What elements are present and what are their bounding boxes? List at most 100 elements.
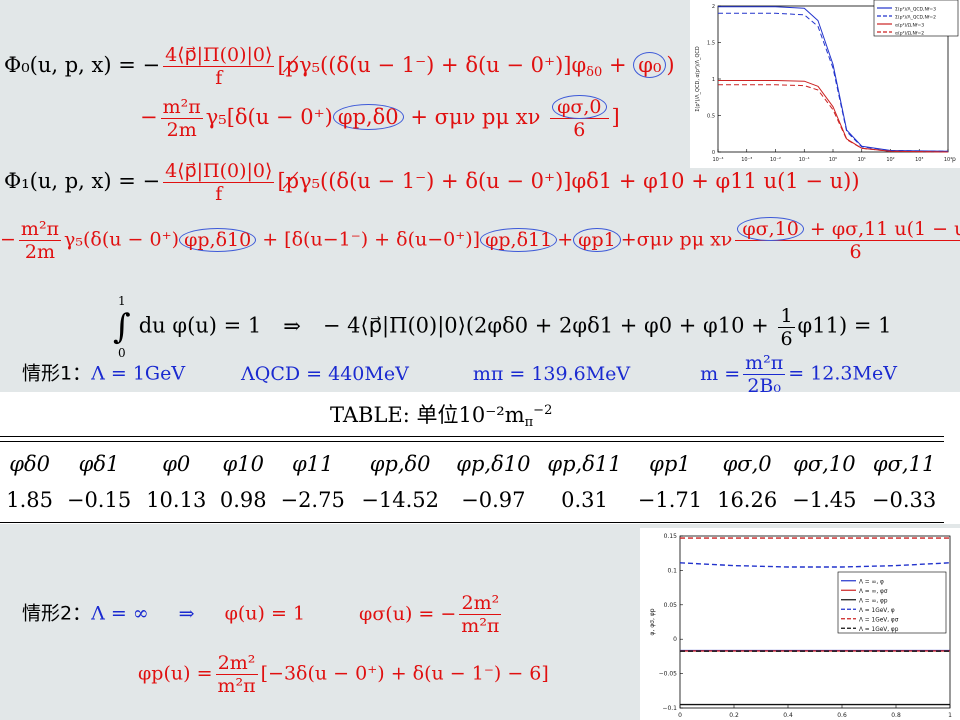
- table-value-cell: −14.52: [361, 488, 439, 512]
- distribution-amplitudes-chart: 0 0.2 0.4 0.6 0.8 1 −0.1 −0.05 0 0.05 0.1 0.15 φ, φσ…: [640, 528, 960, 720]
- table-top-rule-2: [0, 441, 944, 442]
- y-tick-label: 0.5: [707, 114, 715, 120]
- y-tick-label: −0.1: [662, 705, 677, 712]
- legend-box: [873, 0, 959, 37]
- case2-phi-sigma-num: 2m²: [459, 592, 502, 615]
- table-header-cell: φδ1: [78, 452, 120, 476]
- table-top-rule-1: [0, 436, 944, 437]
- legend-entry: Σ(p²)/Λ_QCD,Nf=2: [895, 15, 936, 21]
- case1-m-frac-num: m²π: [743, 352, 786, 375]
- phi1-l2-frac2-rest: + φσ,11 u(1 − u): [803, 218, 960, 240]
- series-line: [718, 12, 949, 152]
- table-value-cell: −1.71: [637, 488, 703, 512]
- case1-label: 情形1：: [22, 362, 92, 385]
- x-tick-label: 10⁻³: [741, 157, 752, 163]
- phi0-equation-line1: Φ₀(u, p, x) = −4⟨p⃗|Π(0)|0⟩ f [p̸γ₅((δ(u −…: [4, 44, 675, 89]
- table-value-cell: 1.85: [6, 488, 53, 512]
- table-value-cell: −0.15: [66, 488, 132, 512]
- phi0-plus: +: [602, 53, 634, 77]
- integral-sign: ∫: [113, 307, 131, 347]
- phi0-body-sub: δ0: [586, 65, 603, 80]
- normalization-rhs-end: φ11) = 1: [797, 313, 892, 338]
- table-value-cell: 0.98: [219, 488, 267, 512]
- legend-entry: Λ = 1GeV, φp: [859, 627, 899, 633]
- legend-entry: Λ = ∞, φp: [859, 598, 888, 604]
- table-header-cell: φσ,0: [722, 452, 772, 476]
- table-value-cell: 0.31: [561, 488, 608, 512]
- table-header-cell: φδ0: [9, 452, 50, 476]
- integral-lower: 0: [118, 346, 126, 360]
- x-tick-label: 10¹: [858, 157, 866, 163]
- x-tick-label: 0.6: [837, 712, 847, 719]
- x-tick-label: 10⁰: [829, 157, 837, 163]
- y-tick-label: 0: [712, 150, 715, 156]
- phi0-close: ): [666, 53, 675, 77]
- phi1-l2-frac-num: m²π: [18, 218, 62, 241]
- x-axis-label: p: [952, 156, 956, 163]
- phi0-l2-frac2-den: 6: [573, 119, 586, 141]
- y-tick-label: 0.05: [664, 602, 678, 609]
- legend-entry: α(p²)/Ω,Nf=3: [895, 23, 924, 29]
- legend-entry: Λ = 1GeV, φ: [859, 608, 895, 614]
- table-value-cell: −0.97: [461, 488, 526, 512]
- phi1-body: [p̸γ₅((δ(u − 1⁻) + δ(u − 0⁺)]φδ1 + φ10 +…: [277, 169, 860, 193]
- phi0-body: [p̸γ₅((δ(u − 1⁻) + δ(u − 0⁺)]φ: [277, 53, 587, 77]
- phi0-l2-mid: + σμν pμ xν: [403, 105, 548, 129]
- circled-phi0: φ₀: [633, 52, 667, 78]
- phi0-l2-frac-den: 2m: [166, 119, 197, 141]
- values-table: φδ0 φδ1 φ0 φ10 φ11 φp,δ0 φp,δ10 φp,δ11 φp1 φσ,0 φσ…: [0, 446, 944, 518]
- table-value-cell: 16.26: [717, 488, 778, 512]
- phi1-frac-den: f: [215, 183, 223, 205]
- x-tick-label: 0.4: [783, 712, 793, 719]
- circled-phi-p-delta10: φp,δ10: [179, 227, 257, 252]
- case2-implies: ⇒: [178, 602, 195, 625]
- x-tick-label: 10³: [915, 157, 923, 163]
- phi1-l2-frac2-den: 6: [849, 241, 862, 263]
- table-value-cell: −1.45: [792, 488, 857, 512]
- phi1-lhs: Φ₁(u, p, x) = −: [4, 169, 161, 193]
- table-header-cell: φσ,10: [793, 452, 856, 476]
- phi0-l2-minus: −: [140, 105, 158, 129]
- phi0-frac-den: f: [215, 67, 223, 89]
- table-value-cell: −2.75: [280, 488, 345, 512]
- table-title-text: TABLE: 单位10⁻²m: [330, 403, 525, 427]
- y-tick-label: 1: [712, 77, 715, 83]
- table-header-cell: φ11: [291, 452, 334, 476]
- table-bottom-rule: [0, 522, 944, 523]
- implies-arrow: ⇒: [283, 313, 301, 338]
- normalization-rhs: − 4⟨p⃗|Π(0)|0⟩(2φδ0 + 2φδ1 + φ0 + φ10 +: [322, 313, 776, 338]
- phi1-equation-line2: − m²π 2m γ₅(δ(u − 0⁺) φp,δ10 + [δ(u−1⁻) + δ(…: [0, 217, 960, 263]
- x-tick-label: 0.2: [729, 712, 739, 719]
- integral-upper: 1: [118, 294, 126, 308]
- y-axis-label: φ, φσ, φp: [649, 608, 656, 635]
- case1-m-frac-den: 2B₀: [747, 375, 782, 397]
- x-tick-label: 10⁻⁴: [712, 157, 723, 163]
- legend-entry: Λ = ∞, φσ: [859, 589, 888, 595]
- y-axis-label: Σ(p²)/Λ_QCD, α(p²)/Λ_QCD: [695, 46, 701, 112]
- x-tick-label: 1: [948, 712, 952, 719]
- y-tick-label: 1.5: [707, 41, 715, 47]
- phi0-lhs: Φ₀(u, p, x) = −: [4, 53, 161, 77]
- table-title: TABLE: 单位10⁻²mπ−2: [330, 398, 552, 436]
- case1-m-pi: mπ = 139.6MeV: [472, 362, 631, 385]
- legend-entry: α(p²)/Ω,Nf=2: [895, 31, 924, 37]
- table-panel: [0, 392, 960, 524]
- table-value-cell: −0.33: [871, 488, 937, 512]
- series-line: [718, 84, 949, 153]
- table-title-sup: −2: [533, 403, 553, 418]
- case1-m-lhs: m =: [700, 362, 741, 385]
- norm-frac-num: 1: [778, 304, 795, 328]
- x-tick-label: 10⁴: [944, 157, 952, 163]
- x-tick-label: 10⁻²: [770, 157, 781, 163]
- table-header-cell: φp1: [649, 452, 691, 476]
- normalization-equation: 1 ∫ 0 du φ(u) = 1 ⇒ − 4⟨p⃗|Π(0)|0⟩(2φδ0 + 2φδ…: [108, 290, 891, 364]
- y-tick-label: 2: [712, 4, 715, 10]
- phi1-equation-line1: Φ₁(u, p, x) = −4⟨p⃗|Π(0)|0⟩ f [p̸γ₅((δ(u −…: [4, 160, 860, 205]
- legend-entry: Σ(p²)/Λ_QCD,Nf=3: [895, 7, 936, 13]
- table-value-row: 1.85 −0.15 10.13 0.98 −2.75 −14.52 −0.97 0.31 −1…: [0, 482, 944, 518]
- phi0-equation-line2: − m²π 2m γ₅[δ(u − 0⁺) φp,δ0 + σμν pμ xν φσ,0…: [140, 95, 620, 141]
- circled-phi-p-delta11: φp,δ11: [480, 227, 558, 252]
- dynamical-mass-chart: 10⁻⁴ 10⁻³ 10⁻² 10⁻¹ 10⁰ 10¹ 10² 10³ 10⁴ 0 0.5 1 1.5 2…: [690, 0, 960, 168]
- circled-phi-sigma10: φσ,10: [737, 217, 804, 241]
- case2-phi-p-lhs: φp(u) =: [138, 662, 213, 685]
